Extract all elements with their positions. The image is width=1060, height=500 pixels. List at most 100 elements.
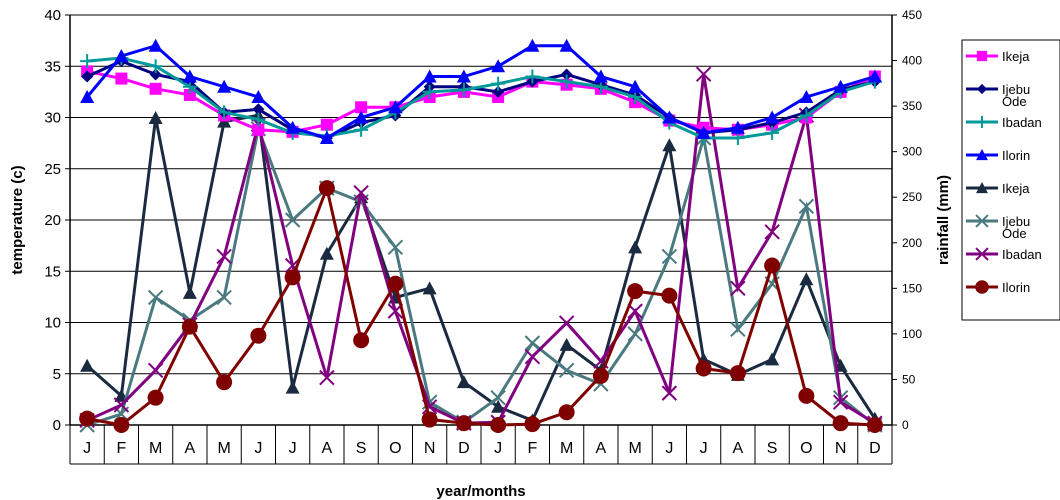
- y-left-tick-label: 30: [44, 110, 61, 127]
- data-point: [491, 76, 506, 91]
- data-point: [558, 404, 575, 421]
- data-point: [492, 85, 505, 98]
- data-point: [148, 38, 163, 52]
- data-point: [558, 315, 575, 331]
- data-point: [285, 380, 300, 394]
- data-point: [730, 280, 746, 297]
- data-point: [730, 120, 745, 134]
- data-point: [251, 112, 266, 127]
- y-right-tick-label: 50: [902, 372, 916, 386]
- data-point: [216, 289, 232, 306]
- data-point: [695, 66, 712, 82]
- data-point: [627, 283, 644, 300]
- data-point: [250, 327, 267, 344]
- series-layer: [79, 38, 883, 433]
- x-tick-label: M: [560, 440, 573, 457]
- data-point: [115, 72, 128, 85]
- data-point: [525, 69, 540, 84]
- data-point: [765, 352, 780, 366]
- legend-entry: Ilorin: [966, 148, 1030, 163]
- y-axis-left-title: temperature (c): [9, 165, 26, 274]
- data-point: [490, 417, 507, 433]
- data-point: [662, 110, 677, 124]
- y-right-tick-label: 0: [902, 418, 909, 432]
- legend: IkejaIjebuOdeIbadanIlorinIkejaIjebuOdeIb…: [961, 39, 1060, 321]
- legend-entry: Ilorin: [966, 280, 1030, 295]
- data-point: [799, 108, 814, 123]
- x-tick-label: O: [389, 440, 401, 457]
- data-point: [593, 69, 608, 83]
- data-point: [149, 68, 162, 81]
- data-point: [661, 385, 678, 401]
- y-left-tick-label: 40: [44, 7, 61, 24]
- x-tick-label: J: [665, 440, 673, 457]
- x-tick-label: J: [700, 440, 708, 457]
- legend-label: Ijebu: [1002, 82, 1030, 97]
- data-point: [181, 318, 198, 335]
- x-tick-label: M: [149, 440, 162, 457]
- x-tick-label: F: [527, 440, 537, 457]
- y-left-tick-label: 5: [53, 366, 61, 383]
- data-point: [696, 125, 711, 139]
- y-left-tick-label: 35: [44, 58, 61, 75]
- x-tick-label: O: [800, 440, 812, 457]
- y-left-tick-label: 10: [44, 315, 61, 332]
- series-temperature-1: [81, 55, 881, 144]
- x-tick-label: N: [835, 440, 847, 457]
- x-tick-label: F: [116, 440, 126, 457]
- x-tick-label: N: [424, 440, 436, 457]
- data-point: [524, 416, 541, 433]
- data-point: [422, 281, 437, 295]
- data-point: [387, 239, 404, 256]
- data-point: [799, 90, 814, 103]
- data-point: [353, 332, 370, 349]
- y-axis-left: 0 5 10 15 20 25 30 35 40: [44, 7, 70, 434]
- data-point: [284, 257, 301, 274]
- legend-swatch-marker: [976, 182, 988, 194]
- y-right-tick-label: 400: [902, 54, 922, 68]
- data-point: [628, 79, 643, 93]
- data-point: [798, 198, 815, 215]
- data-point: [627, 326, 643, 342]
- series-rainfall-0: [80, 108, 882, 427]
- x-tick-label: A: [322, 440, 333, 457]
- y-right-tick-label: 300: [902, 145, 922, 159]
- legend-entry: Ikeja: [966, 181, 1030, 196]
- data-point: [422, 69, 437, 83]
- data-point: [148, 59, 163, 74]
- x-tick-label: M: [628, 440, 641, 457]
- data-point: [730, 321, 746, 338]
- legend-swatch-marker: [976, 50, 988, 62]
- data-point: [455, 415, 472, 432]
- x-axis-title: year/months: [436, 483, 525, 500]
- data-point: [320, 118, 333, 131]
- data-point: [559, 337, 574, 351]
- gridlines: [70, 14, 892, 375]
- data-point: [148, 110, 163, 124]
- series-rainfall-3: [79, 180, 883, 433]
- data-point: [525, 38, 540, 52]
- data-point: [661, 287, 678, 304]
- data-point: [216, 374, 233, 391]
- data-point: [765, 110, 780, 124]
- data-point: [832, 415, 849, 432]
- series-temperature-0: [81, 65, 881, 138]
- data-point: [147, 389, 164, 406]
- y-left-tick-label: 25: [44, 161, 61, 178]
- data-point: [355, 101, 368, 114]
- data-point: [388, 100, 403, 114]
- x-tick-label: M: [217, 440, 230, 457]
- data-point: [765, 125, 780, 140]
- series-line: [85, 44, 876, 140]
- series-line: [86, 113, 877, 423]
- x-tick-label: J: [289, 440, 297, 457]
- legend-entry: Ibadan: [966, 247, 1042, 262]
- data-point: [113, 417, 130, 433]
- series-temperature-3: [80, 38, 882, 144]
- data-point: [662, 138, 677, 152]
- y-left-tick-label: 15: [44, 263, 61, 280]
- data-point: [147, 362, 164, 379]
- data-point: [354, 122, 369, 137]
